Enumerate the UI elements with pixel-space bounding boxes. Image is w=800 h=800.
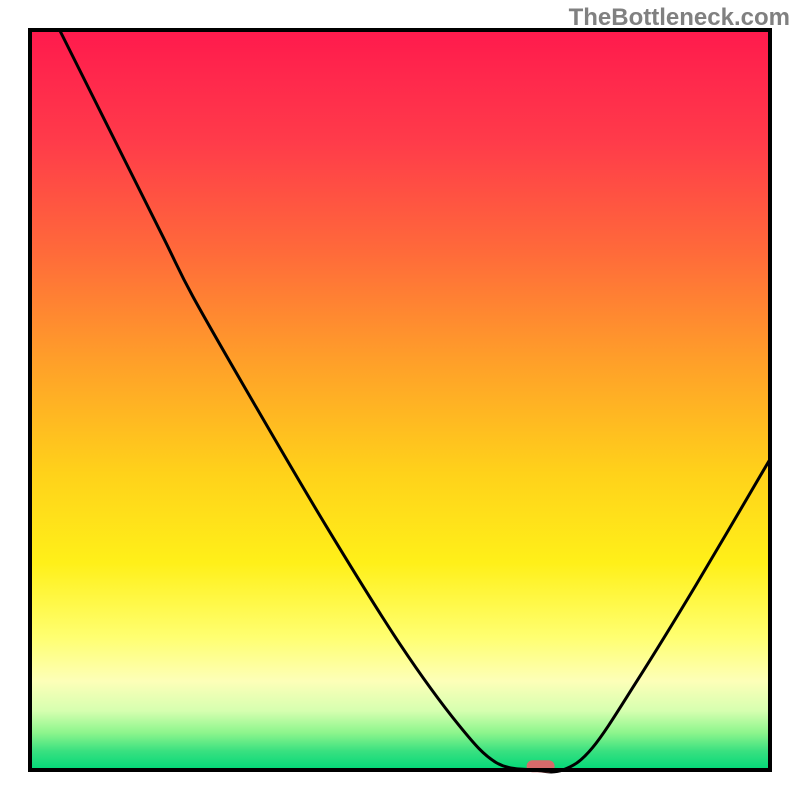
chart-container: TheBottleneck.com bbox=[0, 0, 800, 800]
watermark-text: TheBottleneck.com bbox=[569, 4, 790, 32]
chart-svg bbox=[0, 0, 800, 800]
plot-background bbox=[30, 30, 770, 770]
